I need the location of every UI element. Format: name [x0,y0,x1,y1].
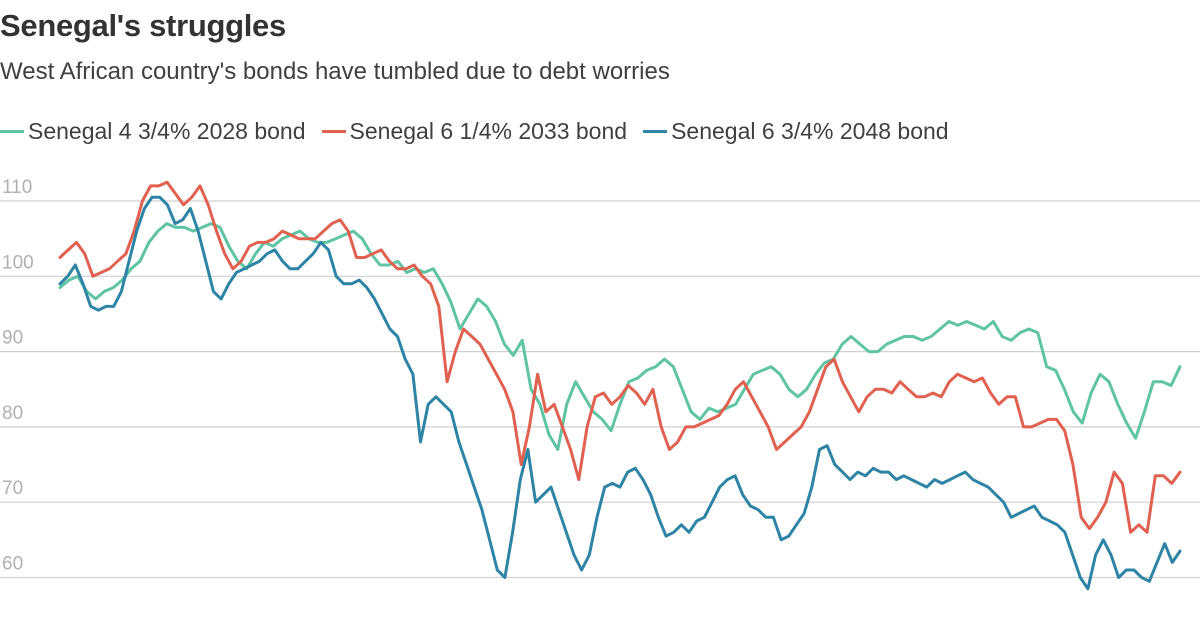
y-tick-label-60: 60 [2,554,23,575]
y-tick-label-80: 80 [2,403,23,424]
y-tick-labels: 60 70 80 90 100 110 [2,177,34,575]
y-gridlines [0,200,1200,579]
y-tick-label-100: 100 [2,252,34,273]
legend-swatch-2048 [643,130,668,133]
chart-subtitle: West African country's bonds have tumble… [0,58,670,85]
legend-item-2033: Senegal 6 1/4% 2033 bond [321,118,628,145]
legend-swatch-2028 [0,130,24,133]
y-tick-label-90: 90 [2,328,23,349]
legend-swatch-2033 [321,130,346,133]
chart-legend: Senegal 4 3/4% 2028 bond Senegal 6 1/4% … [0,118,965,145]
y-tick-label-110: 110 [2,177,32,198]
series-line-2048 [58,195,1182,591]
legend-label-2028: Senegal 4 3/4% 2028 bond [28,118,306,144]
chart-title: Senegal's struggles [0,8,286,43]
legend-label-2033: Senegal 6 1/4% 2033 bond [349,118,628,144]
legend-item-2028: Senegal 4 3/4% 2028 bond [0,118,306,145]
legend-item-2048: Senegal 6 3/4% 2048 bond [643,118,949,145]
y-tick-label-70: 70 [2,478,23,499]
series-line-2033 [58,180,1182,534]
legend-label-2048: Senegal 6 3/4% 2048 bond [671,118,949,144]
series-lines [58,180,1182,591]
